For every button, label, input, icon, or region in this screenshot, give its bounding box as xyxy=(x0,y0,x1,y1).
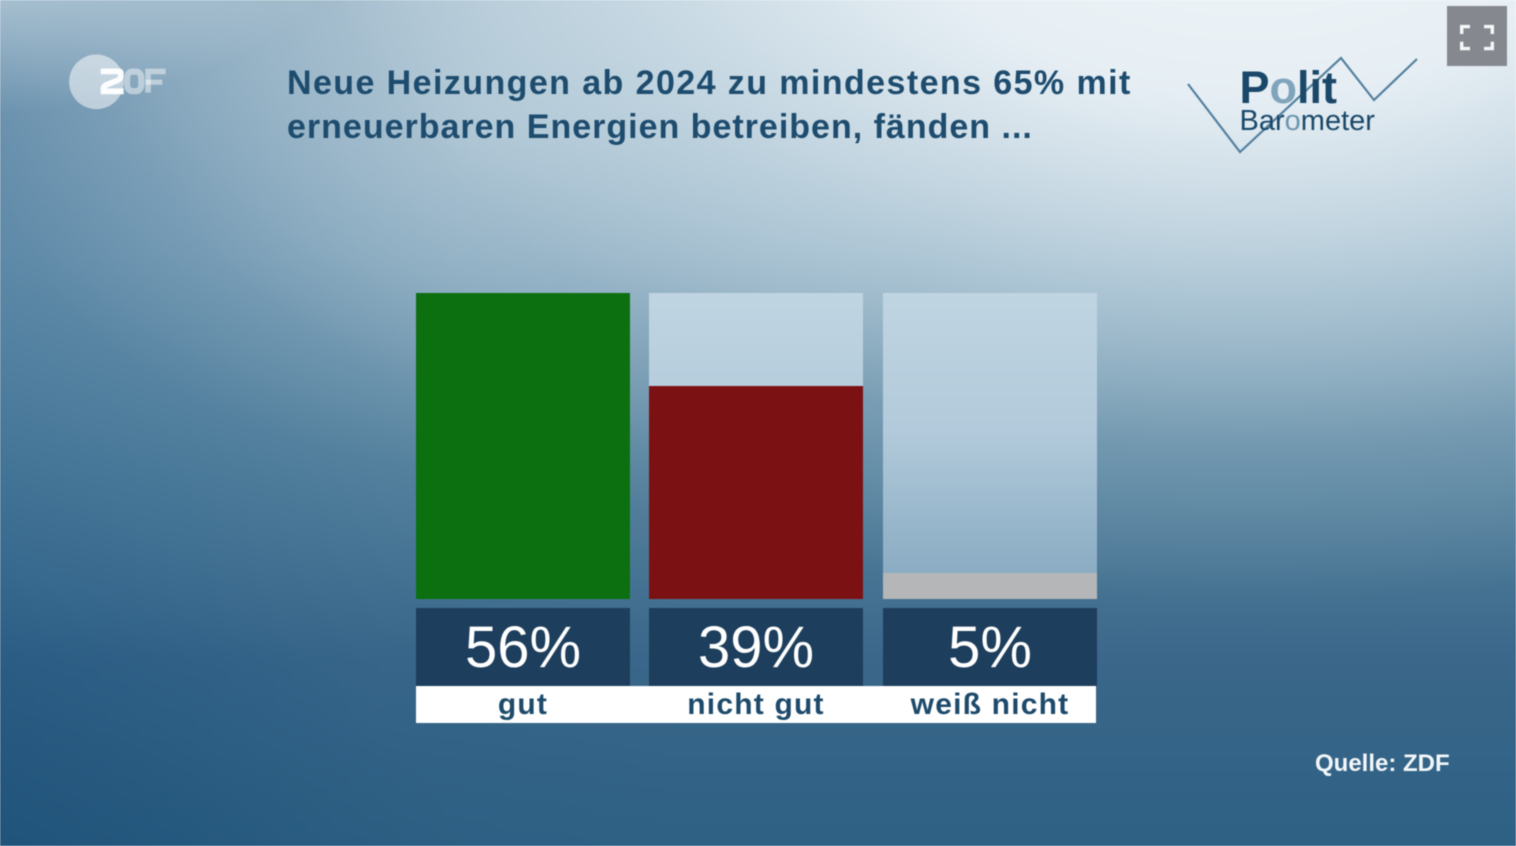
svg-text:Barometer: Barometer xyxy=(1240,105,1376,137)
svg-text:Polit: Polit xyxy=(1240,62,1338,113)
